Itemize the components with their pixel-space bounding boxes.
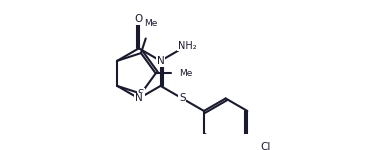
Text: Cl: Cl [261,142,271,150]
Text: S: S [179,93,186,104]
Text: N: N [157,56,165,66]
Text: S: S [138,89,144,99]
Text: Me: Me [180,69,193,78]
Text: Me: Me [144,20,157,28]
Text: O: O [135,14,143,24]
Text: N: N [135,93,143,104]
Text: NH₂: NH₂ [177,41,196,51]
